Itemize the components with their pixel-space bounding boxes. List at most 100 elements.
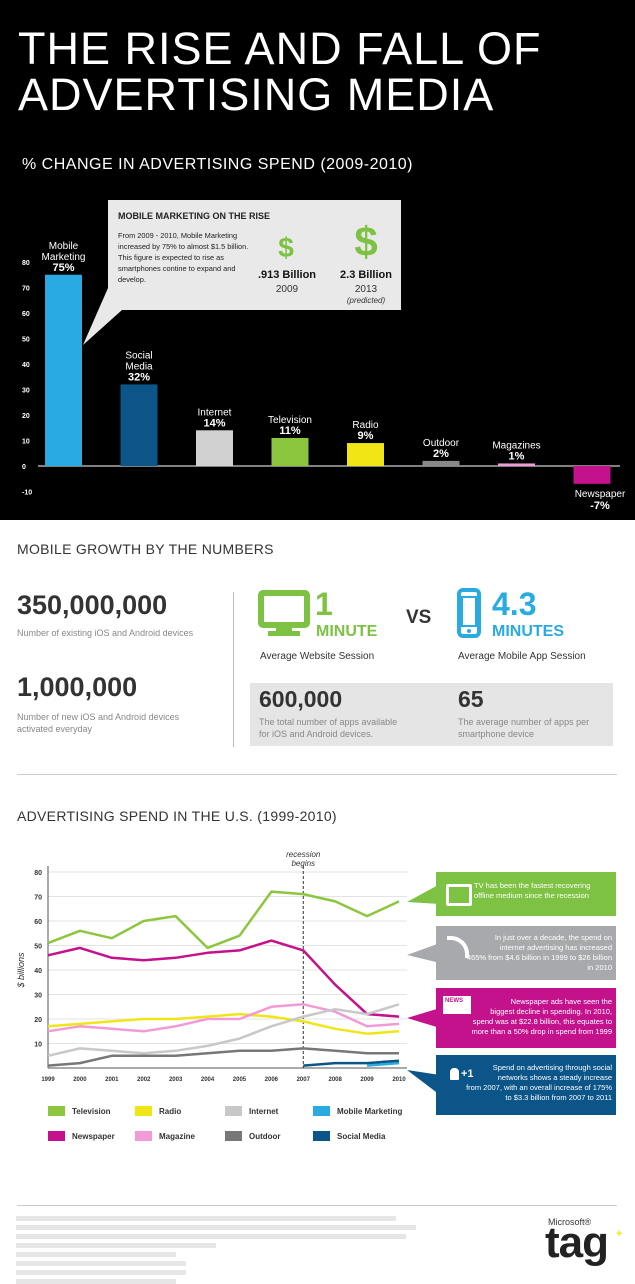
- bar-category-label: Magazines: [492, 440, 540, 451]
- plus-one-label: +1: [461, 1068, 474, 1080]
- apps-label: The total number of apps available for i…: [259, 716, 397, 740]
- legend-label: Mobile Marketing: [337, 1107, 402, 1116]
- legend-swatch: [135, 1131, 152, 1141]
- y-tick-label: 30: [22, 388, 30, 395]
- series-line: [367, 1061, 400, 1067]
- legend-label: Outdoor: [249, 1132, 281, 1141]
- x-tick-label: 2000: [73, 1077, 87, 1083]
- mobile-growth-heading: MOBILE GROWTH BY THE NUMBERS: [17, 541, 274, 557]
- y-tick-label: 40: [22, 362, 30, 369]
- x-tick-label: 2007: [297, 1077, 311, 1083]
- page-title: THE RISE AND FALL OF ADVERTISING MEDIA: [18, 26, 541, 118]
- smartphone-icon: [457, 588, 481, 638]
- recession-label: begins: [291, 859, 315, 868]
- bar: [498, 463, 535, 466]
- series-line: [303, 1059, 400, 1067]
- x-tick-label: 2003: [169, 1077, 183, 1083]
- y-tick-label: 80: [34, 870, 42, 877]
- predicted-label: (predicted): [346, 296, 386, 305]
- vertical-divider: [233, 592, 234, 747]
- y-axis-label: $ billions: [16, 952, 26, 989]
- note-text: TV has been the fastest recovering offlin…: [474, 881, 590, 901]
- y-tick-label: -10: [22, 490, 32, 497]
- note-line: networks shows a steady increase: [497, 1073, 612, 1082]
- microsoft-wordmark: Microsoft®: [548, 1217, 592, 1227]
- x-tick-label: 2002: [137, 1077, 151, 1083]
- note-text: In just over a decade, the spend on inter…: [440, 933, 612, 973]
- bar-category-label: Radio: [352, 420, 379, 431]
- y-tick-label: 80: [22, 260, 30, 267]
- web-session-label: Average Website Session: [260, 651, 375, 662]
- dollar-icon-small: $: [278, 232, 294, 263]
- x-tick-label: 2005: [233, 1077, 247, 1083]
- apps-label-line-2: for iOS and Android devices.: [259, 729, 374, 739]
- tv-icon: [446, 884, 472, 906]
- note-line: 465% from $4.6 billion in 1999 to $26 bi…: [466, 953, 612, 962]
- activated-label-line-1: Number of new iOS and Android devices: [17, 712, 180, 722]
- bar: [422, 460, 460, 466]
- note-line: biggest decline in spending. In 2010,: [490, 1007, 612, 1016]
- series-line: [47, 1012, 400, 1035]
- value-2009: .913 Billion: [257, 269, 317, 281]
- apps-count: 600,000: [259, 686, 343, 712]
- bar-category-label: Mobile: [49, 241, 79, 252]
- callout-heading: MOBILE MARKETING ON THE RISE: [118, 211, 271, 221]
- bar: [271, 437, 309, 466]
- y-tick-label: 40: [34, 968, 42, 975]
- x-tick-label: 2010: [392, 1077, 406, 1083]
- bar: [120, 384, 158, 466]
- y-tick-label: 20: [34, 1017, 42, 1024]
- dollar-icon-large: $: [354, 218, 378, 265]
- apps-label-line-1: The total number of apps available: [259, 717, 398, 727]
- bar-value-label: 11%: [279, 425, 301, 437]
- legend-swatch: [225, 1131, 242, 1141]
- x-tick-label: 1999: [41, 1077, 55, 1083]
- bar-value-label: 75%: [52, 262, 74, 274]
- app-session-label: Average Mobile App Session: [458, 651, 586, 662]
- note-line: Newspaper ads have seen the: [510, 997, 612, 1006]
- apps-stats-box: [250, 683, 613, 746]
- us-spend-heading: ADVERTISING SPEND IN THE U.S. (1999-2010…: [17, 808, 337, 824]
- app-session-unit: MINUTES: [492, 623, 564, 640]
- bar-category-label: Newspaper: [575, 489, 626, 500]
- note-line: in 2010: [587, 963, 612, 972]
- y-tick-label: 20: [22, 413, 30, 420]
- legend-swatch: [48, 1106, 65, 1116]
- x-tick-label: 2008: [329, 1077, 343, 1083]
- legend-label: Radio: [159, 1107, 181, 1116]
- wifi-icon: [447, 936, 469, 958]
- bar-category-label: Media: [125, 361, 153, 372]
- app-session-number: 4.3: [492, 586, 537, 622]
- bar-value-label: 14%: [203, 417, 225, 429]
- series-line: [47, 1003, 400, 1058]
- series-line: [47, 1047, 399, 1067]
- y-tick-label: 30: [34, 993, 42, 1000]
- bar-category-label: Television: [268, 415, 312, 426]
- legend-swatch: [225, 1106, 242, 1116]
- year-2009: 2009: [275, 284, 299, 295]
- sources-fineprint: [16, 1216, 416, 1284]
- note-line: TV has been the fastest recovering: [474, 881, 591, 890]
- tag-logo-plus: +: [616, 1228, 623, 1240]
- bar-chart-subtitle: % CHANGE IN ADVERTISING SPEND (2009-2010…: [22, 156, 413, 173]
- monitor-icon: [258, 590, 310, 636]
- devices-count: 350,000,000: [17, 590, 168, 620]
- y-tick-label: 70: [34, 895, 42, 902]
- web-session-number: 1: [315, 586, 333, 622]
- note-pointer: [407, 1008, 440, 1028]
- bar: [45, 274, 82, 466]
- note-line: In just over a decade, the spend on: [494, 933, 612, 942]
- title-line-2: ADVERTISING MEDIA: [18, 69, 495, 120]
- note-line: Spend on advertising through social: [492, 1063, 612, 1072]
- x-tick-label: 2004: [201, 1077, 215, 1083]
- activated-label-line-2: activated everyday: [17, 724, 93, 734]
- bar-value-label: 1%: [509, 450, 525, 462]
- legend-label: Internet: [249, 1107, 279, 1116]
- apps-per-device: 65: [458, 686, 484, 712]
- vs-label: VS: [406, 607, 432, 628]
- bar: [196, 430, 233, 466]
- bar-value-label: 9%: [358, 430, 374, 442]
- note-text: Spend on advertising through social netwo…: [440, 1063, 612, 1103]
- note-pointer: [407, 943, 440, 963]
